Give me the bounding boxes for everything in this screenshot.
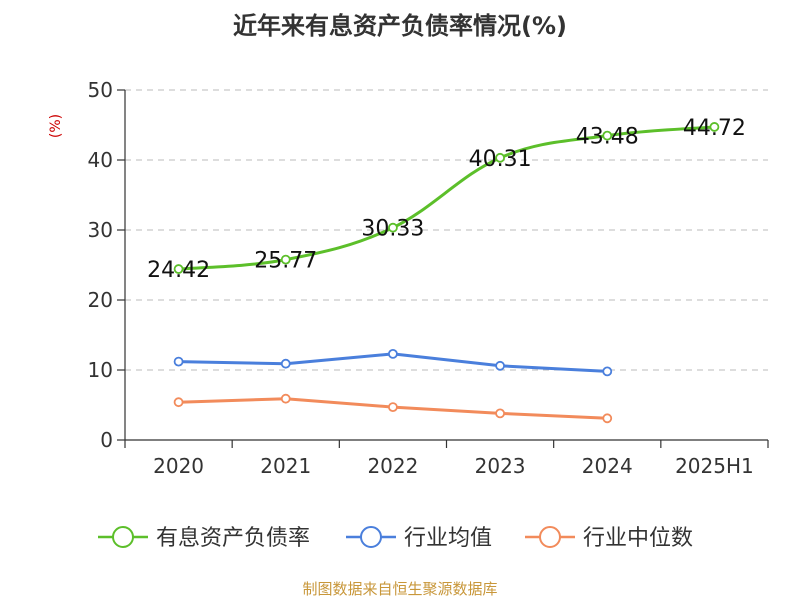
data-point [173, 356, 184, 367]
y-tick-label: 0 [100, 428, 113, 452]
x-tick-label: 2022 [367, 454, 418, 478]
data-point [280, 358, 291, 369]
data-label: 44.72 [683, 116, 746, 141]
legend-marker-3 [539, 526, 561, 548]
legend-marker-1 [112, 526, 134, 548]
data-point [388, 348, 398, 359]
data-point [602, 366, 613, 377]
data-label: 24.42 [147, 258, 210, 283]
y-tick-label: 20 [88, 288, 113, 312]
legend: 有息资产负债率 行业均值 行业中位数 [98, 526, 693, 551]
data-point [495, 408, 505, 419]
data-label: 40.31 [469, 147, 532, 172]
y-tick-label: 30 [88, 218, 113, 242]
legend-label: 行业中位数 [583, 526, 693, 551]
series-line-1 [178, 125, 715, 271]
x-tick-label: 2024 [582, 454, 633, 478]
data-label: 30.33 [361, 217, 424, 242]
y-axis-label: (%) [48, 114, 64, 138]
data-point [173, 397, 184, 408]
legend-label: 行业均值 [404, 526, 492, 551]
data-point [280, 393, 291, 404]
grid-lines [125, 89, 768, 371]
chart-title: 近年来有息资产负债率情况(%) [233, 12, 567, 40]
data-point [173, 264, 184, 274]
data-label: 43.48 [576, 125, 639, 150]
data-point [495, 152, 505, 163]
legend-label: 有息资产负债率 [156, 526, 310, 551]
data-labels: 24.42 25.77 30.33 40.31 43.48 44.72 [147, 116, 746, 283]
data-point [388, 222, 398, 233]
legend-marker-2 [360, 526, 382, 548]
x-tick-label: 2020 [153, 454, 204, 478]
data-point [602, 130, 613, 141]
data-point [388, 402, 398, 413]
x-tick-label: 2023 [475, 454, 526, 478]
y-tick-label: 40 [88, 148, 113, 172]
data-point [495, 360, 505, 371]
source-note: 制图数据来自恒生聚源数据库 [302, 580, 497, 598]
y-tick-label: 50 [88, 78, 113, 102]
y-tick-label: 10 [88, 358, 113, 382]
data-point [602, 413, 613, 424]
data-point [280, 254, 291, 265]
series-layer [173, 122, 720, 424]
x-tick-label: 2021 [260, 454, 311, 478]
x-tick-label: 2025H1 [675, 454, 754, 478]
data-point [709, 122, 720, 132]
data-label: 25.77 [254, 249, 317, 274]
axes: 0 10 20 30 40 50 2020 2021 2022 2023 2024 2025H1 [88, 78, 769, 478]
